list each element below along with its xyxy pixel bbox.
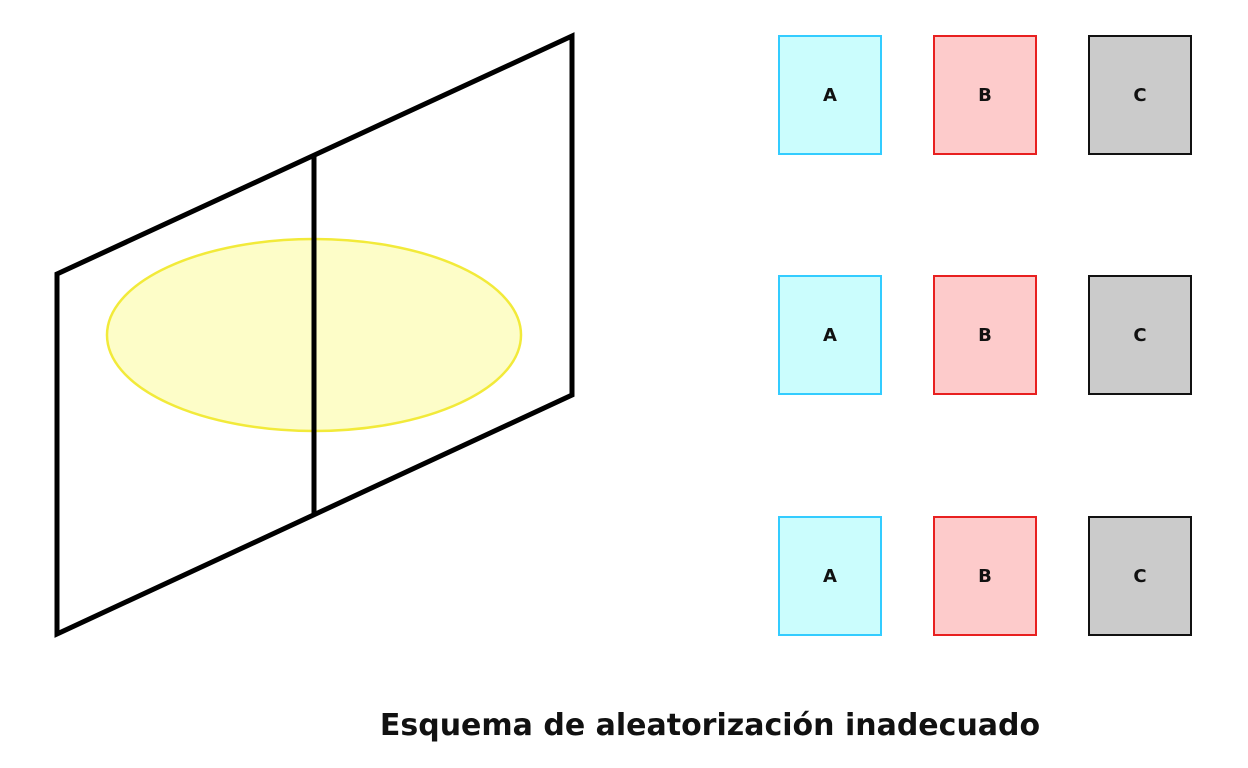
plot-b: B bbox=[933, 275, 1037, 395]
plot-row-1: A B C bbox=[770, 30, 1200, 155]
field-outline bbox=[54, 32, 575, 638]
plot-grid: A B C A B C A B C bbox=[770, 30, 1200, 645]
plot-c: C bbox=[1088, 516, 1192, 636]
plot-a: A bbox=[778, 516, 882, 636]
field-diagram bbox=[54, 32, 575, 638]
plot-row-2: A B C bbox=[770, 270, 1200, 395]
plot-c: C bbox=[1088, 35, 1192, 155]
plot-row-3: A B C bbox=[770, 511, 1200, 636]
plot-b: B bbox=[933, 516, 1037, 636]
plot-a: A bbox=[778, 35, 882, 155]
plot-a: A bbox=[778, 275, 882, 395]
diagram-caption: Esquema de aleatorización inadecuado bbox=[379, 708, 1041, 743]
plot-b: B bbox=[933, 35, 1037, 155]
plot-c: C bbox=[1088, 275, 1192, 395]
